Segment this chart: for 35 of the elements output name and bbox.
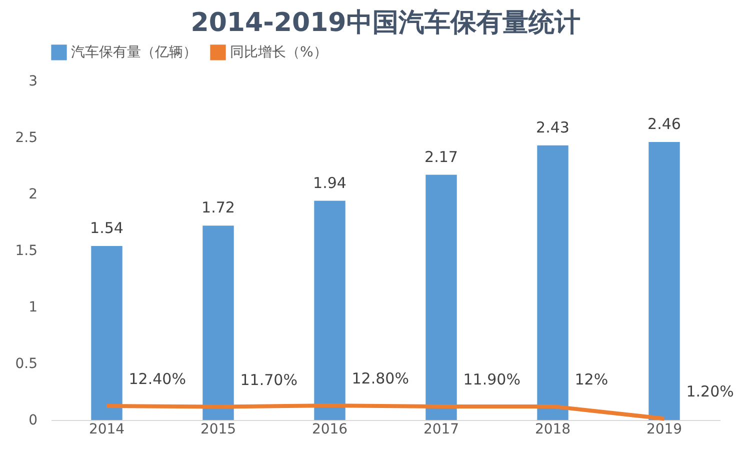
y-tick-label: 2.5 <box>15 130 38 146</box>
y-tick-label: 1.5 <box>15 243 38 259</box>
data-label: 1.94 <box>313 174 346 192</box>
bar <box>537 145 568 420</box>
y-tick-label: 0.5 <box>15 356 38 372</box>
y-tick-label: 0 <box>28 412 38 428</box>
x-tick-label: 2014 <box>88 422 125 438</box>
data-label: 2.46 <box>648 115 681 134</box>
x-tick-label: 2018 <box>534 422 571 438</box>
data-label: 1.20% <box>686 382 734 401</box>
data-label: 11.70% <box>240 370 298 389</box>
x-tick-label: 2015 <box>200 422 236 438</box>
bar <box>202 226 234 420</box>
y-tick-label: 1 <box>28 300 38 316</box>
bar <box>426 174 457 420</box>
bar <box>91 246 122 420</box>
data-label: 12.80% <box>352 370 409 388</box>
x-tick-label: 2017 <box>423 422 460 438</box>
bar <box>648 142 680 420</box>
data-label: 1.72 <box>202 198 235 217</box>
data-label: 12.40% <box>128 370 186 388</box>
legend-label: 同比增长（%） <box>230 44 328 60</box>
bar <box>314 200 346 420</box>
data-label: 12% <box>574 370 608 388</box>
data-label: 11.90% <box>463 370 520 389</box>
data-label: 2.17 <box>424 148 458 166</box>
y-tick-label: 2 <box>28 186 38 202</box>
chart-title: 2014-2019中国汽车保有量统计 <box>190 8 580 38</box>
y-tick-label: 3 <box>28 74 38 90</box>
x-tick-label: 2019 <box>646 422 682 438</box>
line-series <box>104 404 666 421</box>
x-tick-label: 2016 <box>312 422 348 438</box>
data-label: 1.54 <box>90 218 124 237</box>
data-label: 2.43 <box>536 118 570 136</box>
legend-label: 汽车保有量（亿辆） <box>71 44 197 60</box>
